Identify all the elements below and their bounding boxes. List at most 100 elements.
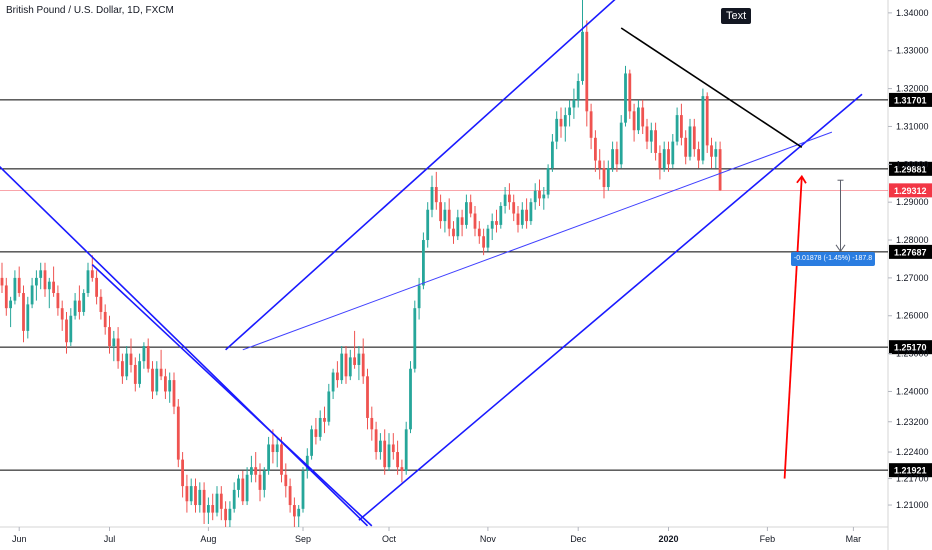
trendline[interactable] [225,0,617,351]
candle [538,179,541,206]
candle-body [60,308,64,320]
candle-body [288,486,292,506]
candle [658,145,662,180]
candle-body [490,221,494,229]
time-tick-label: Feb [760,534,776,544]
candle [95,270,98,305]
candle-body [13,277,17,301]
candle-body [391,444,395,453]
candle-body [284,474,288,487]
price-tick-label: 1.28000 [896,235,929,245]
candle [615,141,619,172]
candle-body [297,508,301,517]
candle-body [82,293,86,312]
candle [52,266,55,297]
price-tick-label: 1.21700 [896,474,929,484]
candle [675,107,679,146]
candle [13,270,17,305]
candle-body [39,270,43,278]
text-annotation[interactable]: Text [721,8,752,24]
candle [142,342,146,369]
level-price-label: 1.29881 [894,164,927,174]
candle-body [589,111,593,138]
candle [628,69,632,119]
candle [447,198,451,237]
price-tick-label: 1.29000 [896,197,929,207]
level-price-tag [889,92,932,107]
price-axis[interactable]: 1.21000 1.21700 1.22400 1.23200 1.24000 1.250… [888,8,929,510]
candle [228,501,232,527]
candle [512,194,516,222]
candle [404,421,408,475]
trendline[interactable] [620,27,803,148]
price-tick-label: 1.32000 [896,84,929,94]
candle [232,482,236,513]
trendline[interactable] [0,161,369,527]
candle [271,429,275,464]
candle-body [99,296,103,312]
candle-body [125,353,129,377]
candle [133,357,137,392]
time-axis[interactable]: Jun Jul Aug Sep Oct Nov Dec 2020 Feb Mar [12,527,861,544]
candle [348,349,352,381]
candle-body [215,493,219,513]
candle-body [422,240,425,286]
candle [146,338,150,373]
candle-body [675,115,679,142]
candle [649,122,653,153]
candle-body [275,444,279,453]
candle-body [542,194,546,199]
candle [400,459,404,483]
candle [718,141,722,191]
candle-body [563,115,567,127]
price-tick-label: 1.30000 [896,159,929,169]
price-tick-label: 1.26000 [896,311,929,321]
candle [331,368,335,400]
candle [714,141,718,169]
candle-body [387,444,391,468]
candle-body [250,467,253,475]
candle-body [465,202,468,225]
candle-body [207,505,210,513]
candle-body [129,353,133,365]
candle-body [477,228,481,237]
candle-body [452,228,455,237]
candle-body [409,368,412,430]
candle-body [228,508,232,521]
candle-body [641,107,645,127]
red-up-arrow-shaft[interactable] [783,176,803,479]
candle-body [417,285,421,309]
candle-body [116,338,120,362]
candle-body [473,213,477,229]
candle [525,198,528,229]
trendline[interactable] [91,264,373,527]
candle [379,433,382,460]
candle [168,372,172,403]
time-tick-label: Aug [200,534,216,544]
candle [43,262,47,297]
candle-body [241,478,245,502]
candle [589,103,593,150]
candle-body [121,361,124,377]
candle [662,141,666,172]
candle-body [323,417,326,422]
candle-body [680,115,683,138]
candle [353,330,356,369]
level-price-label: 1.21921 [894,466,927,476]
trendline[interactable] [358,93,863,521]
candle-body [606,168,610,188]
candle [78,285,81,320]
candle [112,330,116,362]
candle [159,349,163,381]
candle-body [155,368,159,392]
candle-body [86,270,90,294]
price-range-measure[interactable]: -0.01878 (-1.45%) -187.8 [791,252,875,266]
candle [508,183,511,210]
candle-body [572,99,576,108]
trendline[interactable] [242,131,833,351]
candle [705,92,709,153]
candle [413,300,417,373]
candle [65,311,68,354]
candle [35,270,38,301]
